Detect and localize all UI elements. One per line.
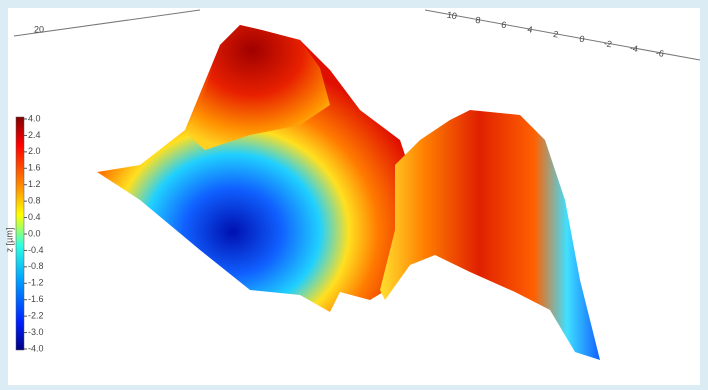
colorbar-tick-label: 0.8 [28,196,41,206]
colorbar-tick-label: -0.4 [28,245,44,255]
top-axis-label: 20 [34,24,44,34]
colorbar-tick-label: -2.2 [28,311,44,321]
surface-peak [188,25,330,150]
colorbar-tick-label: -1.6 [28,294,44,304]
right-axis-tick-label: 6 [501,19,508,30]
surface-bowl [97,25,420,312]
colorbar-label: z [µm] [4,228,14,253]
right-axis-tick-label: 10 [446,10,458,22]
colorbar-tick-label: -4.0 [28,343,44,353]
right-axis-tick-label: -4 [629,43,639,54]
colorbar-tick-label: -0.8 [28,261,44,271]
right-axis-tick-label: -6 [655,48,665,59]
colorbar-tick-label: 2.0 [28,146,41,156]
colorbar [15,116,25,351]
right-axis-tick-label: 2 [553,29,560,40]
right-axis-tick-label: 4 [527,24,534,35]
right-axis-tick-label: 8 [475,15,482,26]
colorbar-tick-label: 2.4 [28,130,41,140]
top-axis-line [13,9,201,37]
colorbar-tick-label: 4.0 [28,113,41,123]
colorbar-tick-label: -1.2 [28,278,44,288]
colorbar-tick-label: 1.2 [28,179,41,189]
right-axis-tick-label: 0 [579,34,586,45]
surface-ridge [380,110,600,360]
colorbar-tick-label: 0.0 [28,228,41,238]
colorbar-tick-label: 0.4 [28,212,41,222]
right-axis-tick-label: -2 [603,38,613,49]
colorbar-tick-label: 1.6 [28,163,41,173]
colorbar-tick-label: -3.0 [28,327,44,337]
right-axis-line [424,9,701,61]
